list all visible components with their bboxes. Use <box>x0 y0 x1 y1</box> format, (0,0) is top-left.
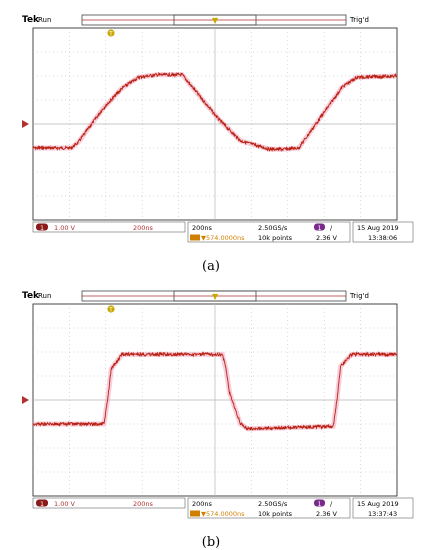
brand-logo: Tek <box>22 291 40 301</box>
time-offset-icon <box>190 234 200 241</box>
trigger-source-badge <box>314 223 325 231</box>
trigger-state: Trig'd <box>349 16 369 24</box>
sample-rate: 2.50GS/s <box>258 500 288 508</box>
run-status: Run <box>38 292 51 300</box>
record-length: 10k points <box>258 510 293 518</box>
ch1-ground-marker <box>22 120 29 128</box>
datetime-box <box>352 221 414 243</box>
ch1-badge-label: 1 <box>40 225 44 232</box>
brand-logo: Tek <box>22 15 40 25</box>
trigger-slope: / <box>330 224 333 232</box>
trigger-source-label: 1 <box>318 501 322 508</box>
waveform-line <box>32 71 398 153</box>
time-offset-icon <box>190 510 200 517</box>
datetime-box <box>352 497 414 519</box>
trigger-position-marker: T <box>107 29 115 38</box>
record-trigger-icon: ▼ <box>212 16 219 25</box>
horizontal-readout-box <box>187 497 351 519</box>
record-trigger-icon: ▼ <box>212 292 219 301</box>
graticule <box>33 304 397 496</box>
waveform-trace <box>32 71 398 153</box>
ch1-timebase: 200ns <box>133 500 154 508</box>
caption: (b) <box>202 535 220 550</box>
sample-rate: 2.50GS/s <box>258 224 288 232</box>
trigger-level: 2.36 V <box>316 234 338 242</box>
record-length: 10k points <box>258 234 293 242</box>
timebase: 200ns <box>192 500 213 508</box>
horizontal-readout-box <box>187 221 351 243</box>
ch1-badge-label: 1 <box>40 501 44 508</box>
ch1-ground-marker <box>22 396 29 404</box>
ch1-scale: 1.00 V <box>54 224 76 232</box>
timebase: 200ns <box>192 224 213 232</box>
scope-panel-a: Tek Run ▼ Trig'd T 1 1.00 V 200ns 200ns … <box>22 14 414 274</box>
caption: (a) <box>202 259 220 274</box>
time: 13:37:43 <box>368 510 397 518</box>
trigger-source-badge <box>314 499 325 507</box>
waveform-line <box>32 351 398 431</box>
date: 15 Aug 2019 <box>357 224 399 232</box>
trigger-position-marker: T <box>107 305 115 314</box>
ch1-scale: 1.00 V <box>54 500 76 508</box>
trigger-position-label: T <box>108 31 113 38</box>
waveform-trace <box>32 351 398 432</box>
ch1-readout-box <box>32 221 186 233</box>
ch1-badge <box>36 499 48 507</box>
date: 15 Aug 2019 <box>357 500 399 508</box>
trigger-state: Trig'd <box>349 292 369 300</box>
time-offset: ▼574.0000ns <box>201 510 245 518</box>
time: 13:38:06 <box>368 234 397 242</box>
run-status: Run <box>38 16 51 24</box>
graticule <box>33 28 397 220</box>
ch1-readout-box <box>32 497 186 509</box>
ch1-badge <box>36 223 48 231</box>
trigger-position-label: T <box>108 307 113 314</box>
time-offset: ▼574.0000ns <box>201 234 245 242</box>
ch1-timebase: 200ns <box>133 224 154 232</box>
trigger-source-label: 1 <box>318 225 322 232</box>
trigger-level: 2.36 V <box>316 510 338 518</box>
trigger-slope: / <box>330 500 333 508</box>
scope-panel-b: Tek Run ▼ Trig'd T 1 1.00 V 200ns 200ns … <box>22 290 414 550</box>
